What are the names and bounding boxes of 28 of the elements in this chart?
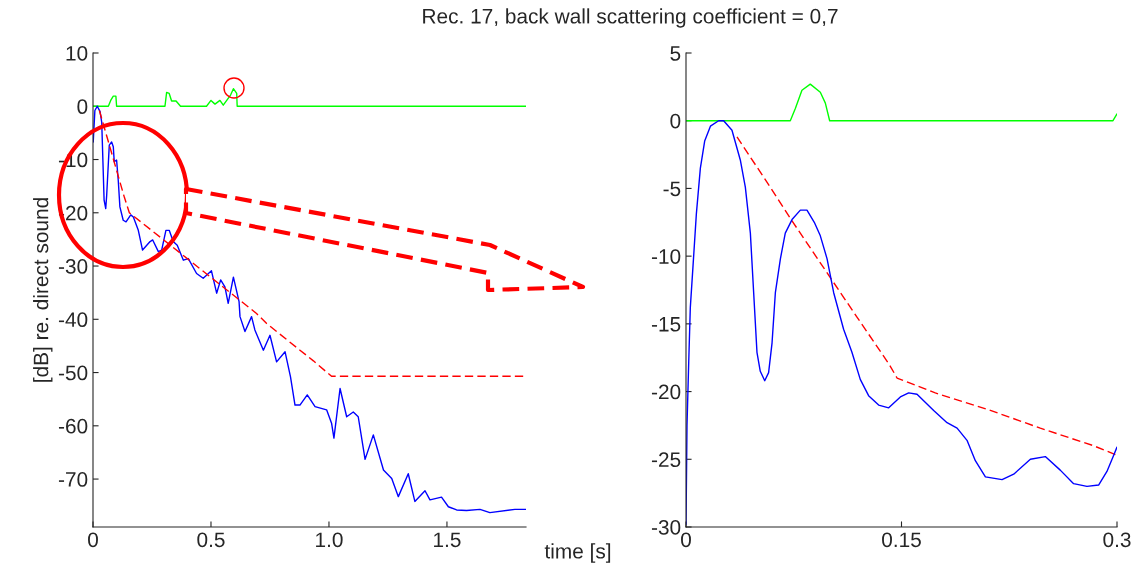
x-tick-label: 1.5 — [434, 532, 461, 548]
x-axis-title: time [s] — [544, 543, 611, 563]
x-tick-label: 0 — [88, 532, 98, 548]
x-tick-label: 0.15 — [882, 532, 921, 548]
y-tick-label: -60 — [58, 418, 88, 434]
y-tick-label: -30 — [58, 259, 88, 274]
y-tick-label: -20 — [651, 384, 681, 400]
y-tick-label: -40 — [58, 312, 88, 328]
text: Rec. 17, back wall scattering coefficient = 0,7 — [423, 8, 838, 28]
x-tick-label: 0.5 — [197, 532, 225, 548]
x-tick-label: 0 — [681, 532, 691, 548]
y-axis-title: [dB] re. direct sound — [33, 198, 53, 382]
y-tick-label: -15 — [651, 317, 681, 332]
y-tick-label: -30 — [651, 520, 681, 535]
y-tick-label: 0 — [670, 113, 681, 129]
y-tick-label: -5 — [663, 181, 681, 197]
y-tick-label: -50 — [58, 365, 88, 381]
line-series — [686, 83, 1117, 122]
y-tick-label: 5 — [670, 46, 681, 61]
y-tick-label: -70 — [58, 472, 88, 487]
x-tick-label: 0.3 — [1103, 532, 1131, 548]
line-series — [93, 105, 526, 514]
y-tick-label: 10 — [66, 46, 88, 61]
x-tick-label: 1.0 — [316, 532, 343, 548]
line-series — [736, 136, 1117, 456]
y-tick-label: -10 — [651, 249, 681, 264]
y-tick-label: 0 — [77, 99, 88, 115]
y-tick-label: -25 — [651, 452, 681, 468]
